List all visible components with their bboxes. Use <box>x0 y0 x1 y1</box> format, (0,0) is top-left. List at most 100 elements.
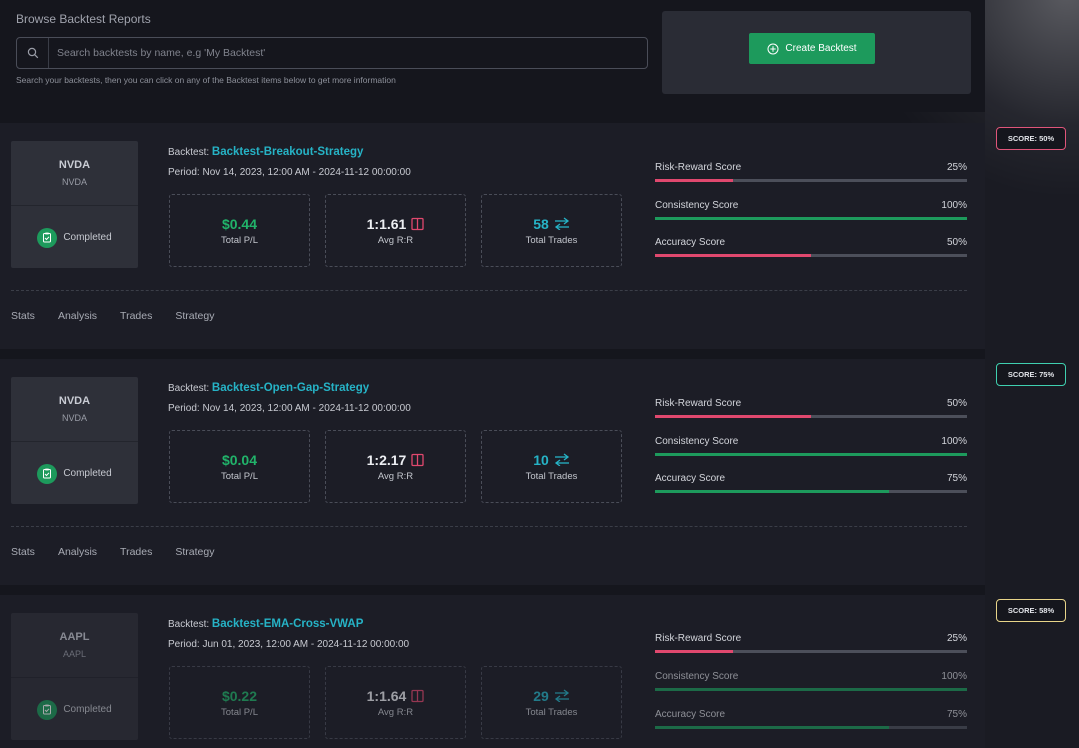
tab-strategy[interactable]: Strategy <box>175 310 215 322</box>
total-pl-label: Total P/L <box>221 234 258 246</box>
risk-reward-score: Risk-Reward Score 50% <box>655 398 967 418</box>
accuracy-score: Accuracy Score 75% <box>655 473 967 493</box>
tab-strategy[interactable]: Strategy <box>175 546 215 558</box>
tab-analysis[interactable]: Analysis <box>57 546 98 558</box>
period-value: Nov 14, 2023, 12:00 AM - 2024-11-12 00:0… <box>202 167 411 178</box>
consistency-bar <box>655 217 967 220</box>
tab-trades[interactable]: Trades <box>120 310 153 322</box>
total-pl-box: $0.04 Total P/L <box>169 430 310 503</box>
accuracy-score: Accuracy Score 50% <box>655 237 967 257</box>
backtest-prefix: Backtest: <box>168 147 210 158</box>
consistency-fill <box>655 453 967 456</box>
accuracy-score: Accuracy Score 75% <box>655 709 967 729</box>
status-label: Completed <box>63 468 112 479</box>
search-input[interactable] <box>57 38 637 68</box>
score-badge: SCORE: 50% <box>996 127 1066 150</box>
accuracy-label: Accuracy Score <box>655 473 726 484</box>
risk-reward-fill <box>655 650 733 653</box>
backtest-prefix: Backtest: <box>168 383 210 394</box>
ticker-symbol: AAPL <box>59 631 90 643</box>
ticker-symbol: NVDA <box>58 395 91 407</box>
clipboard-check-icon <box>37 227 58 248</box>
accuracy-label: Accuracy Score <box>655 709 726 720</box>
swap-arrows-icon <box>554 689 569 702</box>
ticker-tile: AAPL AAPL Completed <box>11 613 138 740</box>
accuracy-fill <box>655 726 889 729</box>
avg-rr-box: 1:1.61 Avg R:R <box>325 194 466 267</box>
risk-reward-bar <box>655 650 967 653</box>
backtest-prefix: Backtest: <box>168 619 210 630</box>
accuracy-bar <box>655 490 967 493</box>
total-pl-box: $0.44 Total P/L <box>169 194 310 267</box>
backtest-name-link[interactable]: Backtest-Open-Gap-Strategy <box>211 382 370 394</box>
book-icon <box>411 453 424 466</box>
ticker-header: NVDA NVDA <box>11 377 138 442</box>
ticker-header: AAPL AAPL <box>11 613 138 678</box>
search-box[interactable] <box>16 37 648 69</box>
period-value: Jun 01, 2023, 12:00 AM - 2024-11-12 00:0… <box>202 639 410 650</box>
consistency-fill <box>655 217 967 220</box>
consistency-percent: 100% <box>941 200 967 211</box>
accuracy-fill <box>655 490 889 493</box>
card-tabs: Stats Analysis Trades Strategy <box>11 310 214 322</box>
accuracy-bar <box>655 726 967 729</box>
ticker-subtitle: AAPL <box>62 649 86 659</box>
consistency-bar <box>655 453 967 456</box>
ticker-tile: NVDA NVDA Completed <box>11 141 138 268</box>
divider <box>11 290 967 291</box>
risk-reward-label: Risk-Reward Score <box>655 633 742 644</box>
avg-rr-value: 1:1.61 <box>366 215 407 232</box>
avg-rr-label: Avg R:R <box>377 234 414 246</box>
risk-reward-label: Risk-Reward Score <box>655 162 742 173</box>
total-pl-value: $0.22 <box>221 687 258 704</box>
total-trades-box: 29 Total Trades <box>481 666 622 739</box>
period-line: Period: Nov 14, 2023, 12:00 AM - 2024-11… <box>168 167 411 178</box>
status: Completed <box>11 207 138 268</box>
total-trades-value: 10 <box>533 451 549 468</box>
total-pl-value: $0.04 <box>221 451 258 468</box>
accuracy-percent: 50% <box>946 237 967 248</box>
divider <box>11 526 967 527</box>
accuracy-bar <box>655 254 967 257</box>
avg-rr-label: Avg R:R <box>377 470 414 482</box>
total-pl-box: $0.22 Total P/L <box>169 666 310 739</box>
total-pl-label: Total P/L <box>221 706 258 718</box>
avg-rr-box: 1:2.17 Avg R:R <box>325 430 466 503</box>
backtest-card[interactable]: AAPL AAPL Completed Backtest: Backtest-E… <box>0 595 985 748</box>
create-panel: Create Backtest <box>662 11 971 94</box>
backtest-card[interactable]: NVDA NVDA Completed Backtest: Backtest-O… <box>0 359 985 585</box>
total-trades-value: 29 <box>533 687 549 704</box>
backtest-name-link[interactable]: Backtest-Breakout-Strategy <box>211 146 364 158</box>
browse-header: Browse Backtest Reports Search your back… <box>0 0 985 112</box>
risk-reward-bar <box>655 415 967 418</box>
total-trades-value-row: 10 <box>533 452 570 468</box>
tab-trades[interactable]: Trades <box>120 546 153 558</box>
swap-arrows-icon <box>554 217 569 230</box>
backtest-card[interactable]: NVDA NVDA Completed Backtest: Backtest-B… <box>0 123 985 349</box>
total-trades-box: 10 Total Trades <box>481 430 622 503</box>
total-pl-label: Total P/L <box>221 470 258 482</box>
backtest-name-line: Backtest: Backtest-Breakout-Strategy <box>168 146 363 158</box>
consistency-percent: 100% <box>941 671 967 682</box>
plus-circle-icon <box>767 43 779 54</box>
ticker-tile: NVDA NVDA Completed <box>11 377 138 504</box>
avg-rr-value: 1:2.17 <box>366 451 407 468</box>
tab-stats[interactable]: Stats <box>11 310 35 322</box>
clipboard-check-icon <box>37 699 58 720</box>
tab-stats[interactable]: Stats <box>11 546 35 558</box>
tab-analysis[interactable]: Analysis <box>57 310 98 322</box>
create-backtest-button[interactable]: Create Backtest <box>749 33 875 64</box>
status-label: Completed <box>63 704 112 715</box>
consistency-label: Consistency Score <box>655 671 739 682</box>
consistency-score: Consistency Score 100% <box>655 436 967 456</box>
avg-rr-label: Avg R:R <box>377 706 414 718</box>
swap-arrows-icon <box>554 453 569 466</box>
risk-reward-score: Risk-Reward Score 25% <box>655 162 967 182</box>
backtest-name-link[interactable]: Backtest-EMA-Cross-VWAP <box>211 618 364 630</box>
status-label: Completed <box>63 232 112 243</box>
period-line: Period: Jun 01, 2023, 12:00 AM - 2024-11… <box>168 639 409 650</box>
accuracy-percent: 75% <box>946 709 967 720</box>
page-title: Browse Backtest Reports <box>16 12 151 26</box>
consistency-percent: 100% <box>941 436 967 447</box>
accuracy-percent: 75% <box>946 473 967 484</box>
